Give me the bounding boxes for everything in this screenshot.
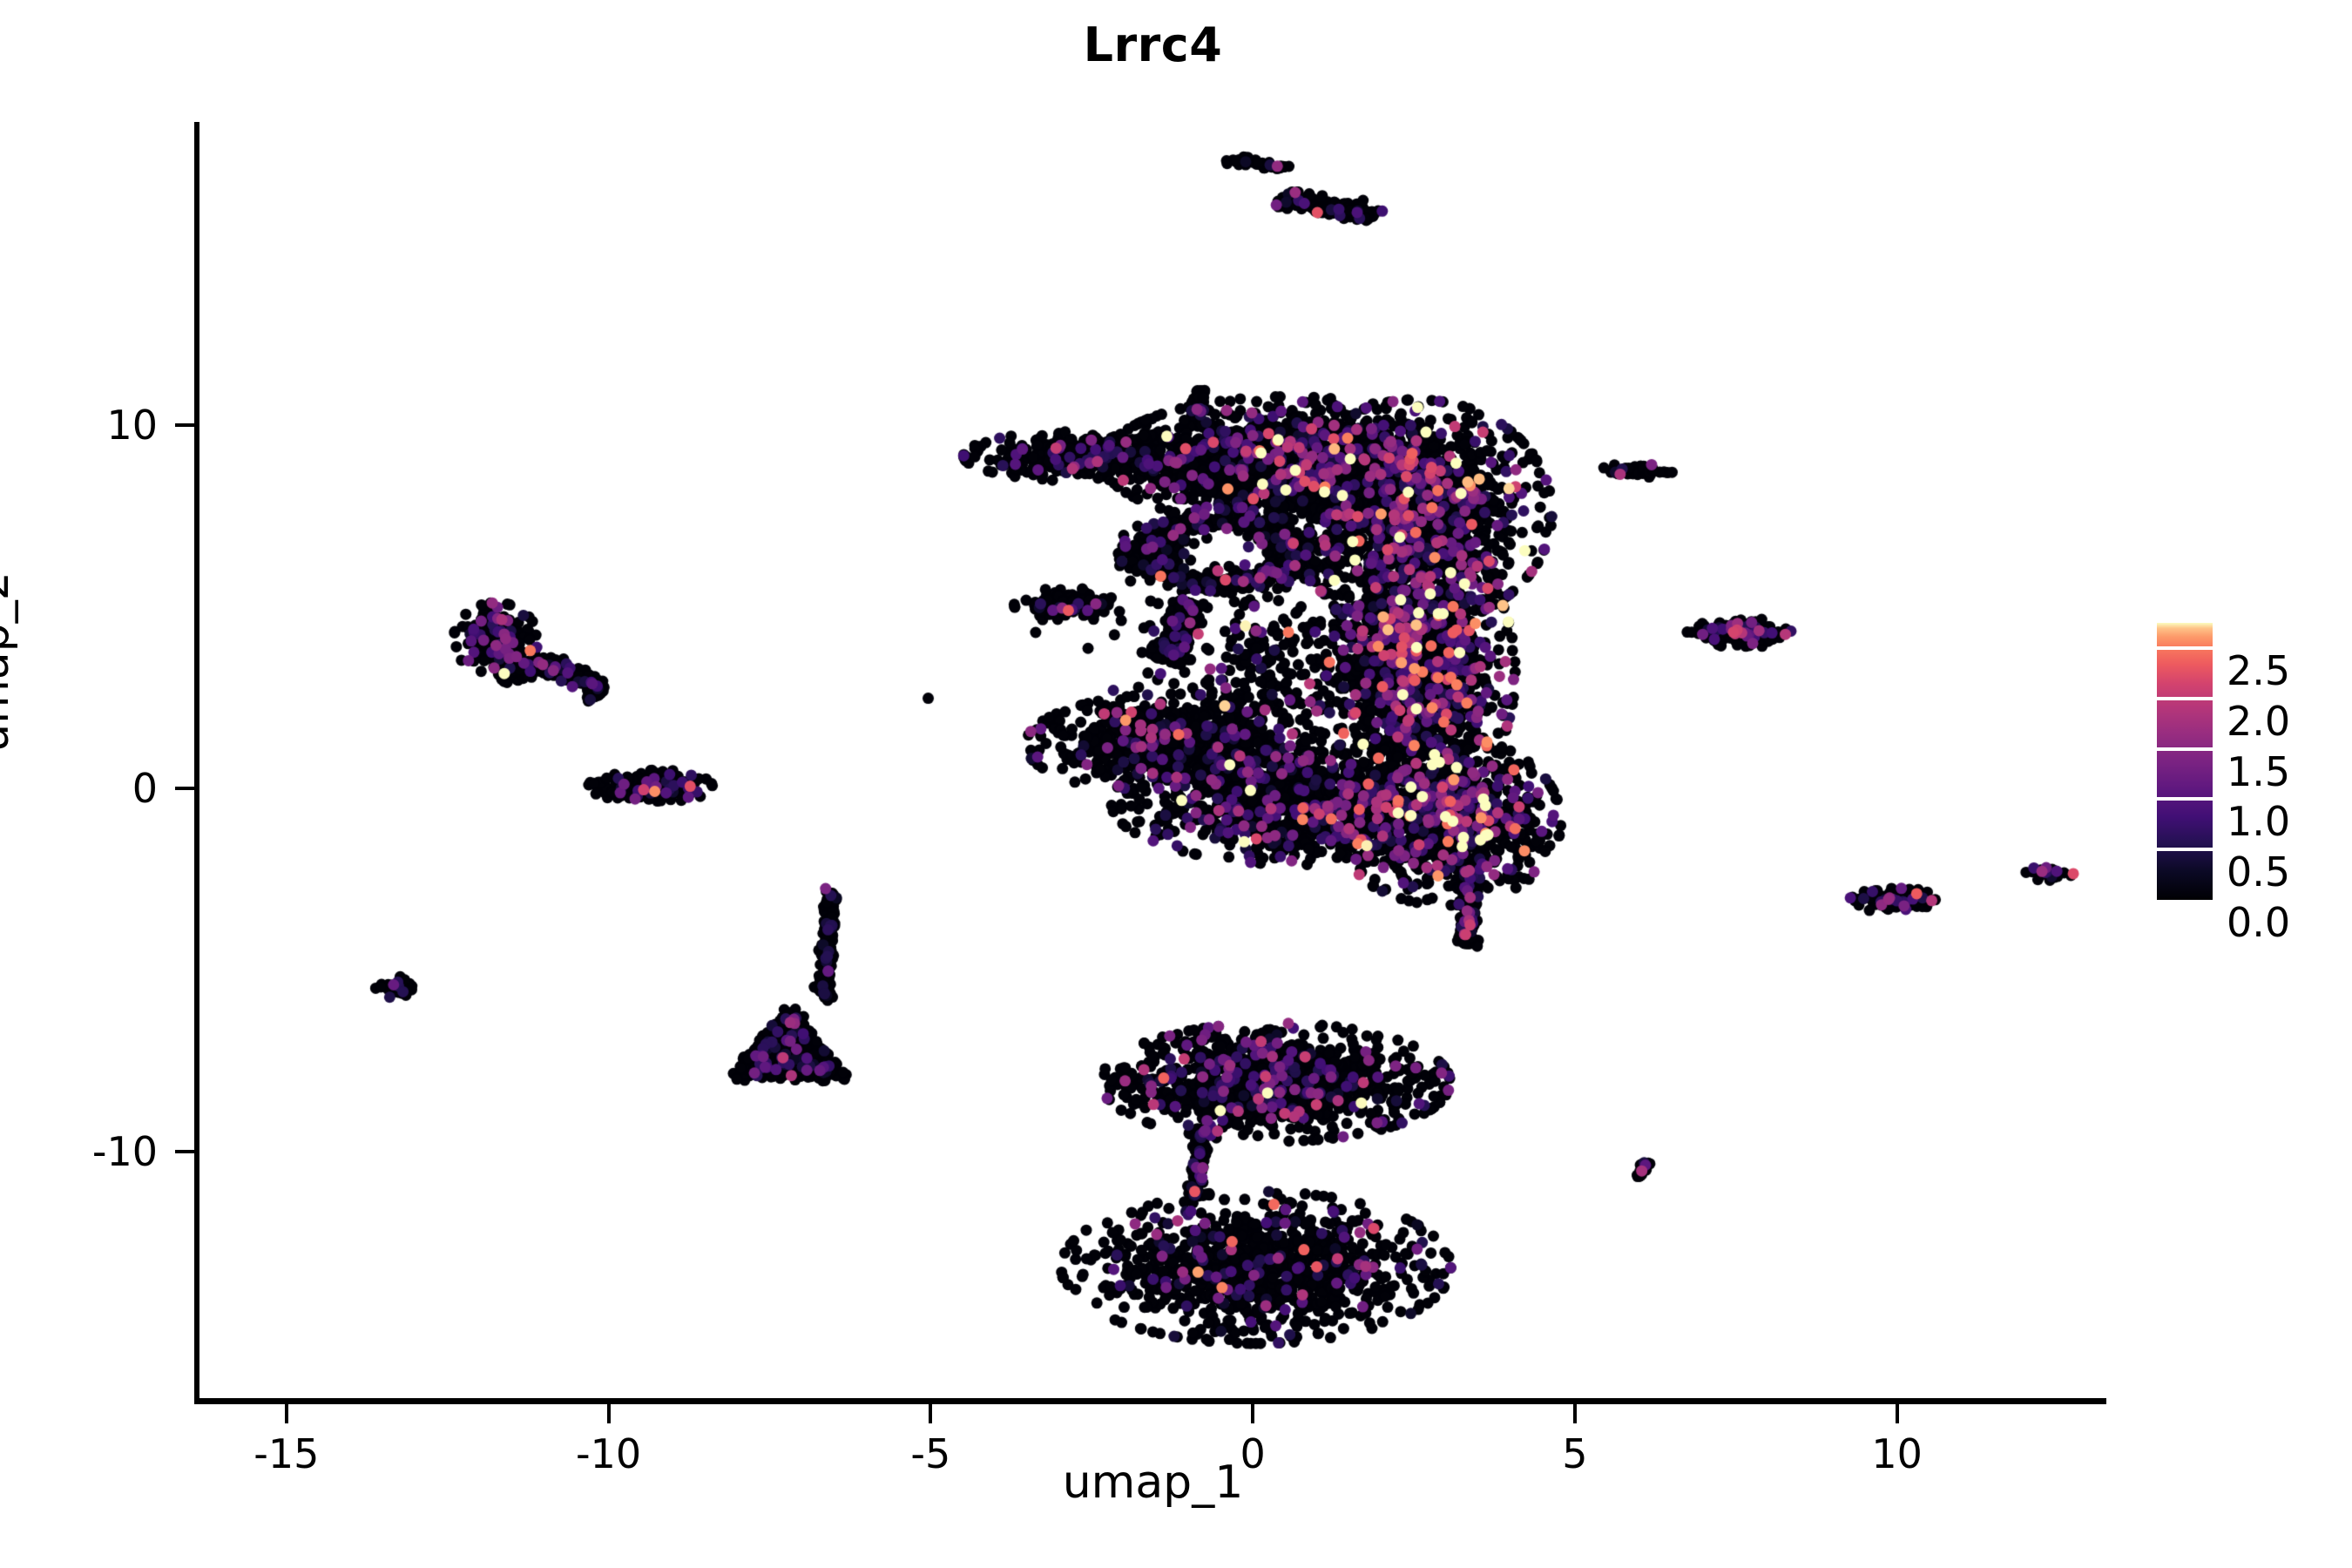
x-tick-mark (606, 1404, 611, 1423)
colorbar-tick-label: 2.0 (2227, 697, 2291, 745)
x-tick-label: -15 (253, 1430, 320, 1477)
x-tick-mark (1895, 1404, 1899, 1423)
colorbar-tick-mark (2157, 645, 2213, 650)
colorbar: 2.5 2.0 1.5 1.0 0.5 0.0 (2157, 623, 2340, 946)
y-tick-mark (175, 786, 194, 790)
page-title: Lrrc4 (1083, 17, 1223, 72)
colorbar-tick-label: 1.0 (2227, 798, 2291, 846)
x-tick-mark (1572, 1404, 1577, 1423)
colorbar-tick-label: 1.5 (2227, 747, 2291, 795)
colorbar-tick-mark (2157, 747, 2213, 751)
x-tick-label: 10 (1871, 1430, 1923, 1477)
y-tick-mark (175, 423, 194, 428)
colorbar-tick-mark (2157, 848, 2213, 852)
y-tick-mark (175, 1149, 194, 1153)
y-axis-label: umap_2 (0, 571, 19, 753)
colorbar-tick-label: 0.5 (2227, 848, 2291, 896)
colorbar-tick-label: 0.0 (2227, 899, 2291, 946)
x-axis-spine (194, 1398, 2106, 1404)
y-axis-spine (194, 122, 199, 1398)
x-tick-label: -10 (576, 1430, 642, 1477)
y-tick-label: -10 (91, 1127, 158, 1175)
colorbar-tick-mark (2157, 696, 2213, 700)
x-tick-label: -5 (910, 1430, 951, 1477)
colorbar-gradient (2157, 623, 2213, 900)
scatter-canvas (199, 122, 2106, 1398)
plot-axes: -15 -10 -5 0 5 10 10 0 -10 (92, 122, 2106, 1477)
x-tick-mark (1251, 1404, 1255, 1423)
x-axis-label: umap_1 (1062, 1456, 1244, 1509)
y-tick-label: 10 (106, 402, 158, 449)
x-tick-label: 0 (1240, 1430, 1266, 1477)
scatter-plot-area (199, 122, 2106, 1398)
x-tick-mark (929, 1404, 933, 1423)
colorbar-tick-mark (2157, 797, 2213, 801)
y-tick-label: 0 (132, 764, 158, 812)
x-tick-mark (284, 1404, 288, 1423)
colorbar-tick-label: 2.5 (2227, 646, 2291, 694)
x-tick-label: 5 (1562, 1430, 1588, 1477)
